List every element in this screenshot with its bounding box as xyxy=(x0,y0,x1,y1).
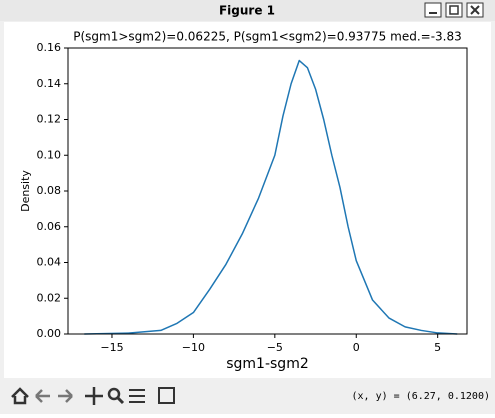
chart: P(sgm1>sgm2)=0.06225, P(sgm1<sgm2)=0.937… xyxy=(19,30,468,372)
y-tick-label: 0.12 xyxy=(37,113,62,126)
x-tick-label: 0 xyxy=(353,341,360,354)
x-tick-label: −10 xyxy=(182,341,205,354)
forward-button[interactable] xyxy=(58,389,73,403)
axes-frame xyxy=(67,47,468,335)
x-axis-label: sgm1-sgm2 xyxy=(226,356,309,372)
x-tick-label: −5 xyxy=(267,341,283,354)
toolbar xyxy=(0,380,495,414)
y-tick-label: 0.04 xyxy=(37,256,62,269)
figure-canvas xyxy=(4,22,491,378)
maximize-icon xyxy=(449,5,459,15)
y-tick-label: 0.02 xyxy=(37,291,62,304)
minimize-button[interactable] xyxy=(424,2,442,18)
y-tick-label: 0.08 xyxy=(37,184,62,197)
pan-button[interactable] xyxy=(85,387,103,405)
zoom-handle xyxy=(116,396,125,405)
y-tick-label: 0.14 xyxy=(37,77,62,90)
configure-button[interactable] xyxy=(129,389,145,403)
back-button[interactable] xyxy=(35,389,50,403)
x-tick-label: 5 xyxy=(434,341,441,354)
maximize-button[interactable] xyxy=(445,2,463,18)
density-line xyxy=(84,59,458,335)
y-tick-label: 0.16 xyxy=(37,41,62,54)
title-bar xyxy=(0,0,495,21)
close-icon xyxy=(470,5,480,15)
y-axis-label: Density xyxy=(19,170,32,212)
y-tick-label: 0.10 xyxy=(37,148,62,161)
toolbar-buttons xyxy=(11,387,175,405)
y-tick-label: 0.00 xyxy=(37,327,62,340)
save-button[interactable] xyxy=(158,387,175,404)
window-buttons[interactable] xyxy=(424,2,484,18)
chart-title: P(sgm1>sgm2)=0.06225, P(sgm1<sgm2)=0.937… xyxy=(73,30,462,44)
status-text: (x, y) = (6.27, 0.1200) xyxy=(352,391,490,402)
window-title: Figure 1 xyxy=(219,4,275,18)
x-tick-label: −15 xyxy=(100,341,123,354)
zoom-button[interactable] xyxy=(107,387,121,401)
y-tick-label: 0.06 xyxy=(37,220,62,233)
home-button[interactable] xyxy=(11,387,29,405)
